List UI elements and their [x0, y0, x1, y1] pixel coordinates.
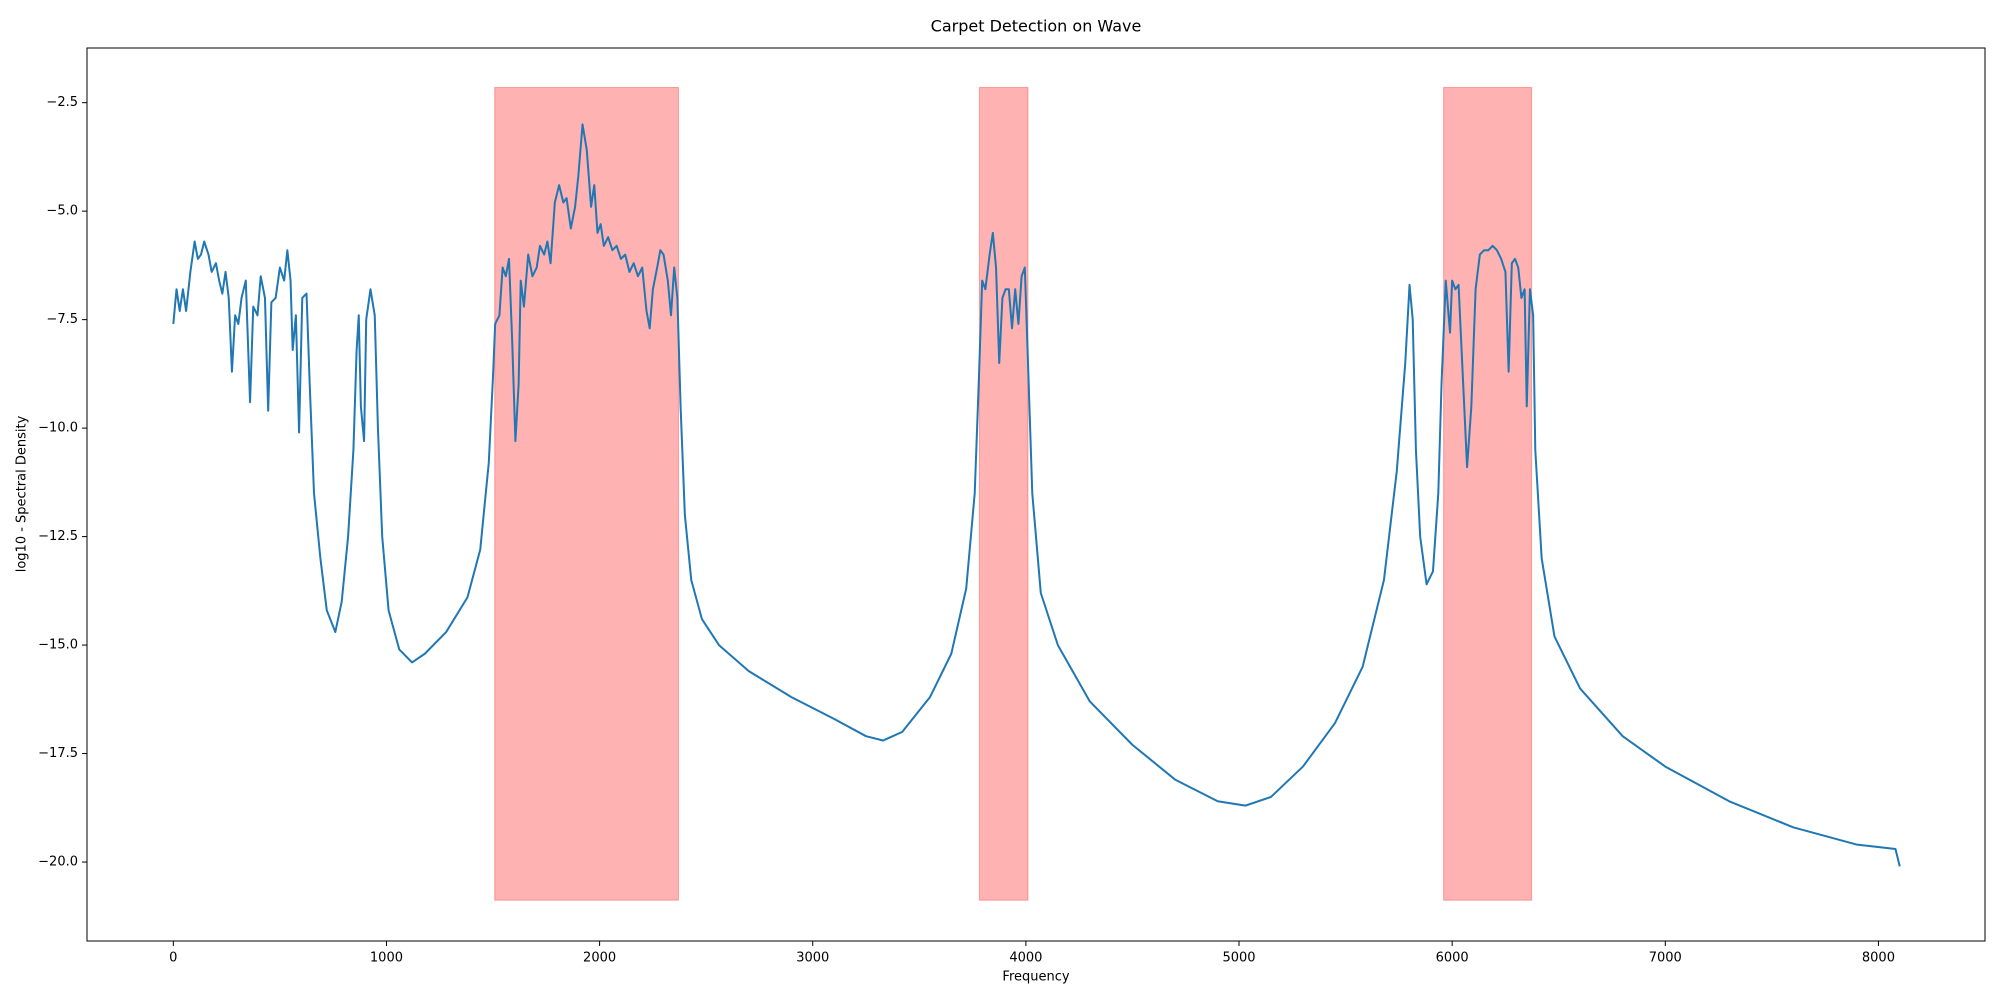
x-tick-label: 5000 [1222, 951, 1255, 966]
x-tick-label: 3000 [796, 951, 829, 966]
y-tick-label: −12.5 [38, 529, 78, 544]
plot-frame [86, 47, 1986, 942]
highlight-span [1443, 86, 1533, 901]
chart-title: Carpet Detection on Wave [931, 17, 1142, 36]
y-tick-label: −15.0 [38, 638, 78, 653]
y-tick-label: −7.5 [46, 312, 78, 327]
x-tick-label: 0 [169, 951, 177, 966]
x-tick-label: 4000 [1009, 951, 1042, 966]
highlight-span [978, 86, 1029, 901]
x-tick-label: 8000 [1862, 951, 1895, 966]
y-tick-label: −20.0 [38, 855, 78, 870]
x-tick-label: 7000 [1649, 951, 1682, 966]
y-tick-label: −17.5 [38, 746, 78, 761]
y-axis-label: log10 - Spectral Density [15, 415, 30, 572]
y-tick-label: −5.0 [46, 204, 78, 219]
x-tick-label: 6000 [1436, 951, 1469, 966]
x-axis-label: Frequency [1002, 970, 1069, 985]
highlight-span [494, 86, 679, 901]
y-tick-label: −2.5 [46, 95, 78, 110]
data-line [172, 123, 1901, 867]
x-tick-label: 2000 [583, 951, 616, 966]
y-tick-label: −10.0 [38, 421, 78, 436]
x-tick-label: 1000 [370, 951, 403, 966]
